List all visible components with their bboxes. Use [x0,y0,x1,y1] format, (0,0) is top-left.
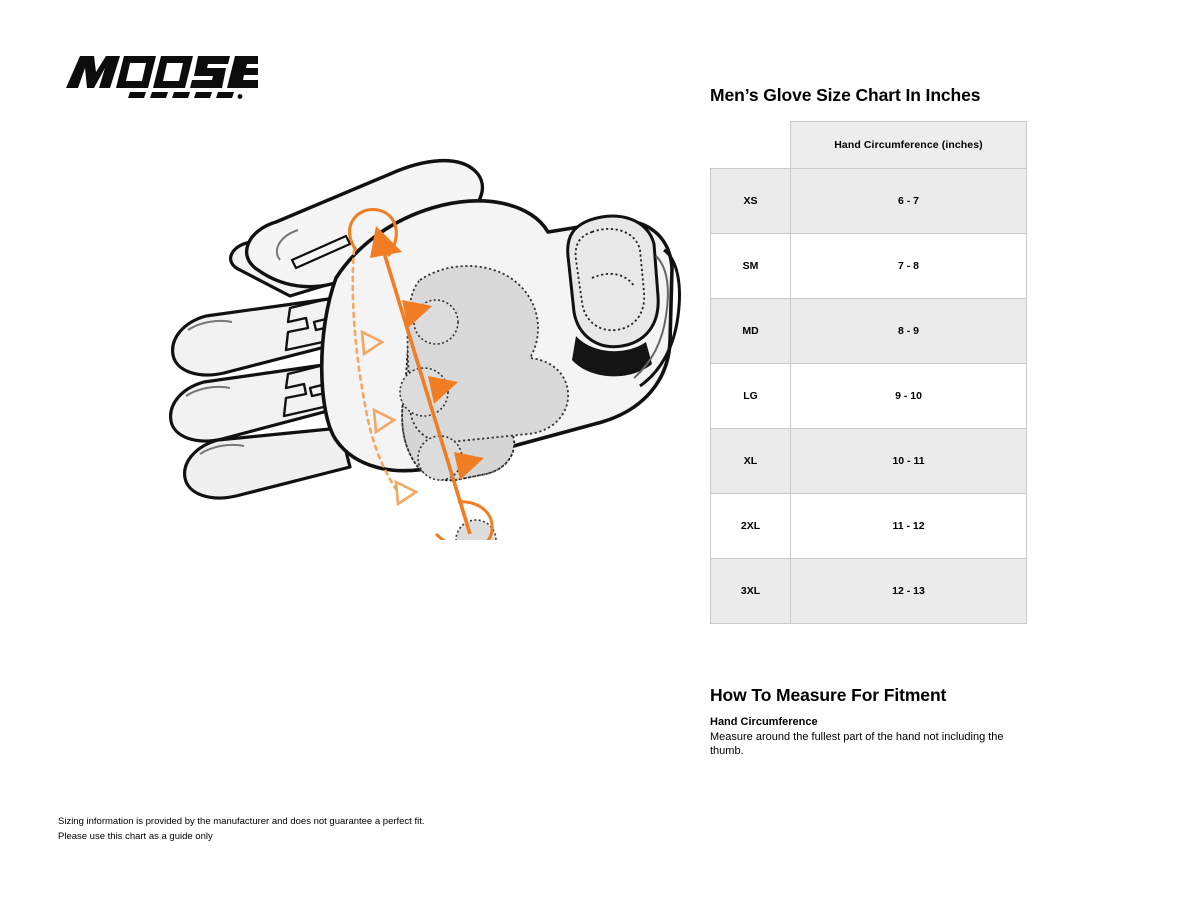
table-row: SM 7 - 8 [710,233,1027,300]
value-hand-circumference-xl: 10 - 11 [790,428,1027,495]
value-hand-circumference-3xl: 12 - 13 [790,558,1027,625]
racing-sub-wordmark-icon [128,92,243,99]
how-to-measure-section: How To Measure For Fitment Hand Circumfe… [710,685,1040,759]
column-header-hand-circumference: Hand Circumference (inches) [790,121,1027,170]
value-hand-circumference-xs: 6 - 7 [790,168,1027,235]
table-header-row: Hand Circumference (inches) [710,121,1027,170]
glove-body [169,159,681,540]
measure-item-hand-circumference: Hand Circumference Measure around the fu… [710,715,1040,759]
size-chart-panel: Men’s Glove Size Chart In Inches Hand Ci… [710,85,1040,759]
table-row: 3XL 12 - 13 [710,558,1027,625]
table-row: XL 10 - 11 [710,428,1027,495]
disclaimer: Sizing information is provided by the ma… [58,815,478,844]
table-body: XS 6 - 7 SM 7 - 8 MD 8 - 9 LG 9 - 10 XL … [710,168,1027,625]
table-header: Hand Circumference (inches) [710,121,1027,170]
size-label-lg: LG [710,363,791,430]
table-row: XS 6 - 7 [710,168,1027,235]
disclaimer-line-1: Sizing information is provided by the ma… [58,816,425,827]
size-label-md: MD [710,298,791,365]
size-label-xl: XL [710,428,791,495]
table-row: LG 9 - 10 [710,363,1027,430]
disclaimer-line-2: Please use this chart as a guide only [58,830,213,842]
measure-item-label: Hand Circumference [710,715,818,728]
measure-item-text: Measure around the fullest part of the h… [710,730,1004,758]
size-chart-table: Hand Circumference (inches) XS 6 - 7 SM … [710,121,1027,625]
size-label-3xl: 3XL [710,558,791,625]
value-hand-circumference-md: 8 - 9 [790,298,1027,365]
tape-arrow-head [370,226,402,258]
table-row: MD 8 - 9 [710,298,1027,365]
size-label-sm: SM [710,233,791,300]
measurement-tape-indicator [348,208,494,540]
tape-arrow-head [428,376,458,404]
how-to-measure-heading: How To Measure For Fitment [710,685,947,706]
value-hand-circumference-lg: 9 - 10 [790,363,1027,430]
size-label-xs: XS [710,168,791,235]
tape-arrow-head [454,452,484,480]
glove-measurement-illustration [140,110,700,540]
size-label-2xl: 2XL [710,493,791,560]
value-hand-circumference-sm: 7 - 8 [790,233,1027,300]
brand-logo [58,46,258,102]
moose-racing-logo-icon [66,56,258,88]
page-title: Men’s Glove Size Chart In Inches [710,85,981,105]
value-hand-circumference-2xl: 11 - 12 [790,493,1027,560]
tape-arrow-head [402,300,432,328]
table-row: 2XL 11 - 12 [710,493,1027,560]
table-corner-cell [710,121,791,169]
